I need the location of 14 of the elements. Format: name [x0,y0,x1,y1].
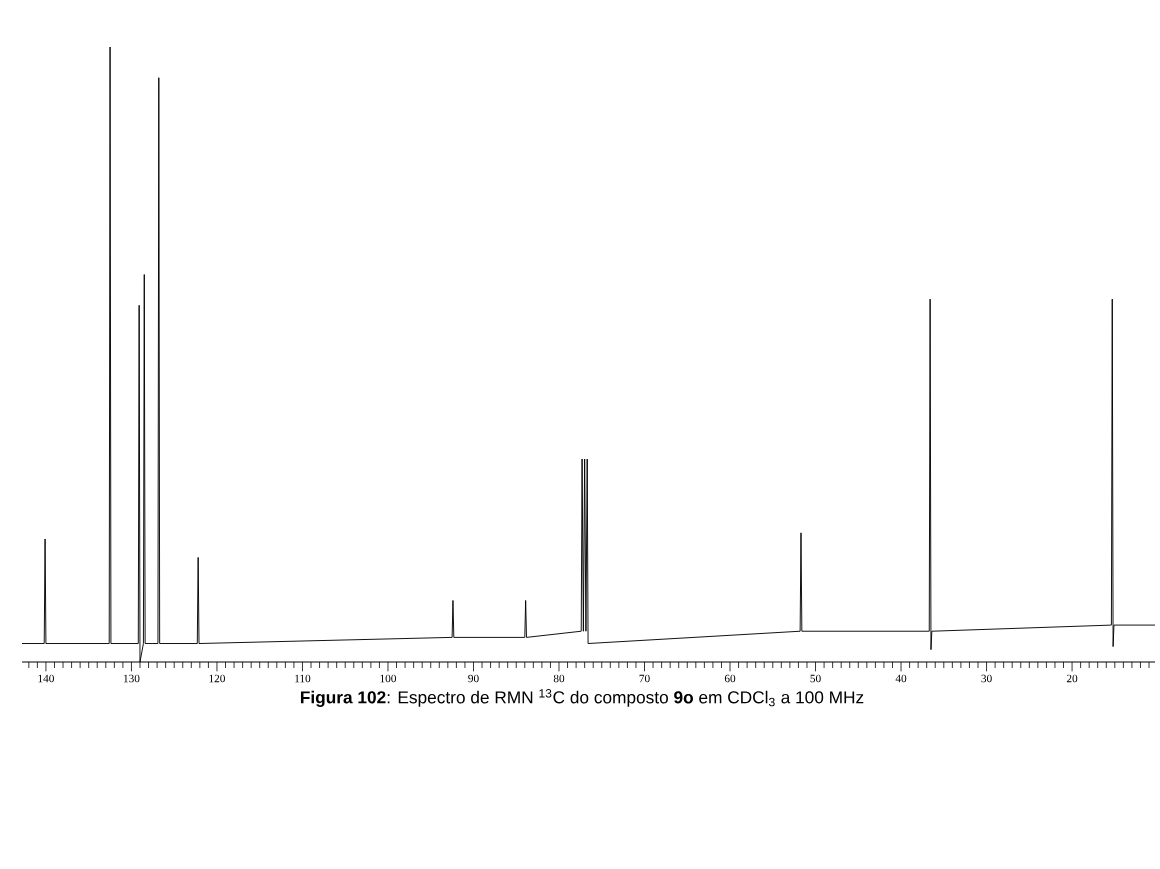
text: Figura 102: Espectro de RMN $^{13}$C do composto 9o em CDCl$_{3}$ a 100 MHz [300,689,864,707]
x-tick-label: 120 [209,674,225,683]
x-tick-label: 30 [981,674,992,683]
x-tick-label: 110 [295,674,311,683]
x-tick-label: 70 [639,674,650,683]
x-tick-label: 50 [810,674,821,683]
x-tick-label: 80 [553,674,565,683]
x-tick-label: 20 [1066,674,1078,683]
x-tick-label: 60 [724,674,736,683]
x-tick-label: 90 [468,674,479,683]
x-tick-label: 140 [38,674,54,683]
x-tick-label: 130 [123,674,140,683]
x-tick-label: 100 [380,674,397,683]
x-tick-label: 40 [895,674,907,683]
